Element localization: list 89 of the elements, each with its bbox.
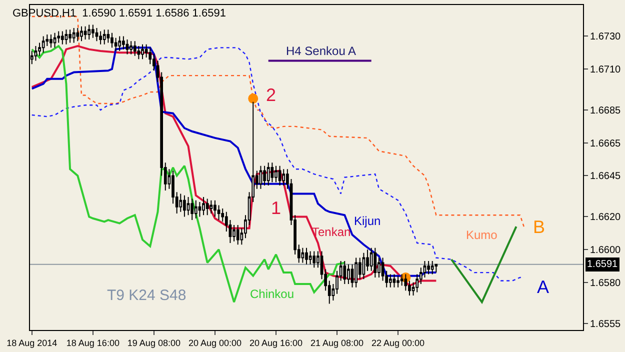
candlestick	[68, 29, 72, 44]
candlestick	[80, 26, 83, 42]
y-tick-label: 1.6665	[590, 138, 622, 150]
annotation: Chinkou	[250, 287, 294, 301]
candlestick	[404, 274, 408, 292]
x-tick-label: 20 Aug 00:00	[188, 338, 242, 348]
candlestick	[186, 196, 190, 216]
candlestick	[102, 29, 106, 45]
candlestick	[183, 194, 186, 218]
y-tick-label: 1.6645	[590, 171, 622, 182]
candlestick	[236, 224, 240, 246]
candlestick	[214, 200, 216, 218]
annotation: Kijun	[354, 214, 381, 228]
candlestick	[110, 32, 114, 48]
candlestick	[64, 29, 68, 45]
candlestick	[179, 193, 182, 212]
candlestick	[114, 37, 118, 52]
candlestick	[106, 29, 110, 44]
candlestick	[118, 36, 122, 52]
annotation: T9 K24 S48	[107, 287, 186, 304]
y-tick-label: 1.6730	[590, 32, 622, 43]
x-tick-label: 18 Aug 2014	[6, 338, 58, 348]
candlestick	[95, 27, 98, 42]
annotation: Kumo	[466, 228, 498, 242]
x-tick-label: 20 Aug 16:00	[249, 338, 303, 348]
candlestick	[72, 27, 76, 44]
candlestick	[312, 250, 316, 268]
candlestick	[76, 27, 80, 42]
candlestick	[50, 34, 52, 48]
candlestick	[282, 168, 286, 186]
candlestick	[434, 264, 438, 274]
candlestick	[232, 224, 236, 242]
y-tick-label: 1.6620	[590, 212, 622, 224]
candlestick	[206, 198, 209, 216]
annotation: B	[533, 217, 546, 237]
candlestick	[126, 38, 129, 55]
candlestick	[57, 30, 60, 44]
candlestick	[392, 274, 396, 288]
candlestick	[430, 260, 434, 275]
candlestick	[427, 260, 430, 275]
candlestick	[347, 264, 350, 285]
candlestick	[263, 165, 266, 186]
annotation: 1	[271, 198, 282, 218]
y-tick-label: 1.6600	[590, 245, 622, 256]
x-tick-label: 21 Aug 08:00	[310, 338, 364, 348]
candlestick	[388, 274, 392, 288]
y-tick-label: 1.6555	[590, 318, 622, 330]
candlestick	[266, 162, 270, 186]
candlestick	[374, 247, 377, 278]
x-tick-label: 18 Aug 16:00	[66, 338, 120, 348]
x-tick-label: 19 Aug 08:00	[127, 338, 180, 348]
candlestick	[362, 252, 366, 280]
candlestick	[354, 257, 358, 288]
candlestick	[301, 247, 304, 264]
candlestick	[308, 250, 312, 265]
candlestick	[274, 165, 278, 183]
candlestick	[198, 201, 202, 218]
candlestick	[194, 200, 198, 219]
candlestick	[400, 274, 404, 286]
candlestick	[217, 204, 220, 221]
candlestick	[141, 44, 144, 60]
candlestick	[305, 247, 308, 265]
candlestick	[60, 30, 64, 45]
candlestick	[34, 46, 38, 62]
candlestick	[270, 162, 274, 183]
y-tick-label: 1.6685	[590, 106, 622, 117]
candlestick	[343, 260, 346, 285]
candlestick	[202, 196, 205, 216]
candlestick	[84, 26, 87, 40]
candlestick	[42, 36, 45, 54]
candlestick	[133, 40, 136, 56]
annotation: 2	[266, 85, 276, 105]
y-tick-label: 1.6710	[590, 64, 622, 76]
candlestick	[190, 198, 194, 221]
x-tick-label: 22 Aug 00:00	[372, 338, 425, 348]
candlestick	[259, 165, 262, 190]
candlestick	[88, 24, 91, 40]
y-tick-label: 1.6580	[590, 278, 622, 289]
ref-line-label: 1.6591	[587, 259, 618, 270]
candlestick	[278, 165, 282, 186]
candlestick	[91, 24, 94, 38]
candlestick	[122, 36, 125, 50]
candlestick	[130, 40, 132, 55]
candlestick	[210, 200, 213, 214]
candlestick	[53, 32, 56, 48]
candlestick	[396, 275, 400, 288]
annotation: A	[537, 277, 550, 297]
annotation: H4 Senkou A	[286, 44, 356, 58]
candlestick	[99, 30, 102, 45]
